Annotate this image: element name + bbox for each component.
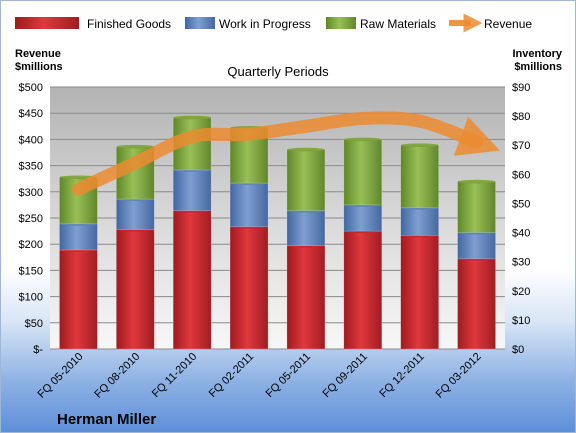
x-tick-label: FQ 12-2011 xyxy=(377,351,426,400)
revenue-line xyxy=(71,111,500,196)
left-tick-label: $50 xyxy=(25,318,43,330)
legend: Finished Goods Work in Progress Raw Mate… xyxy=(15,13,532,33)
legend-label-raw-materials: Raw Materials xyxy=(360,17,436,31)
right-tick-label: $30 xyxy=(512,257,530,269)
bar-work-in-progress-7 xyxy=(457,232,496,260)
bar-cap-raw-materials-1 xyxy=(116,144,155,149)
x-tick-label: FQ 05-2011 xyxy=(264,351,313,400)
right-tick-label: $50 xyxy=(512,198,530,210)
legend-swatch-work-in-progress xyxy=(185,17,215,29)
legend-swatch-finished-goods xyxy=(15,17,79,29)
left-tick-label: $300 xyxy=(19,187,43,199)
legend-item-raw-materials: Raw Materials xyxy=(326,17,436,31)
x-tick-label: FQ 08-2010 xyxy=(92,351,142,401)
left-axis-title-line2: $millions xyxy=(15,61,63,73)
left-tick-label: $400 xyxy=(19,134,43,146)
bar-raw-materials-6 xyxy=(400,144,439,209)
left-tick-label: $- xyxy=(33,344,43,356)
x-tick-label: FQ 05-2010 xyxy=(36,351,86,401)
bar-raw-materials-4 xyxy=(286,149,326,212)
left-tick-label: $100 xyxy=(19,292,43,304)
left-axis-ticks: $- $50 $100 $150 $200 $250 $300 $350 $400 $450 $50… xyxy=(19,82,44,356)
bar-finished-goods-6 xyxy=(400,235,439,350)
right-tick-label: $20 xyxy=(512,286,530,298)
bar-cap-raw-materials-5 xyxy=(343,137,382,142)
bar-cap-raw-materials-2 xyxy=(173,115,212,120)
left-tick-label: $350 xyxy=(19,161,43,173)
legend-label-finished-goods: Finished Goods xyxy=(87,17,171,31)
right-axis-title-line2: $millions xyxy=(514,61,562,73)
bar-work-in-progress-6 xyxy=(400,207,439,236)
x-tick-label: FQ 09-2011 xyxy=(321,351,370,400)
right-axis-title-line1: Inventory xyxy=(512,48,562,60)
legend-swatch-raw-materials xyxy=(326,17,356,29)
left-tick-label: $150 xyxy=(19,265,43,277)
x-axis-ticks: FQ 05-2010 FQ 08-2010 FQ 11-2010 FQ 02-2011… xyxy=(36,351,484,401)
bar-work-in-progress-1 xyxy=(116,198,155,230)
bar-raw-materials-5 xyxy=(343,139,383,206)
legend-item-finished-goods: Finished Goods xyxy=(15,17,171,31)
x-tick-label: FQ 02-2011 xyxy=(207,351,256,400)
bar-finished-goods-3 xyxy=(229,226,269,350)
bar-cap-raw-materials-7 xyxy=(457,179,496,184)
left-tick-label: $450 xyxy=(19,108,43,120)
bar-raw-materials-7 xyxy=(457,181,496,233)
bar-finished-goods-5 xyxy=(343,230,383,350)
right-tick-label: $90 xyxy=(512,82,530,94)
bars xyxy=(59,115,496,350)
bar-cap-raw-materials-4 xyxy=(286,147,325,152)
bar-finished-goods-2 xyxy=(172,210,212,350)
bar-work-in-progress-2 xyxy=(172,169,212,212)
right-tick-label: $0 xyxy=(512,344,524,356)
bar-finished-goods-4 xyxy=(286,245,326,350)
bar-cap-raw-materials-6 xyxy=(400,143,439,148)
right-tick-label: $60 xyxy=(512,169,530,181)
chart-title: Quarterly Periods xyxy=(227,64,329,79)
bar-work-in-progress-0 xyxy=(59,223,98,251)
left-axis-title-line1: Revenue xyxy=(15,48,61,60)
x-tick-label: FQ 11-2010 xyxy=(150,351,199,400)
left-tick-label: $250 xyxy=(19,213,43,225)
revenue-line-layer xyxy=(71,111,500,196)
bar-finished-goods-1 xyxy=(116,229,155,350)
legend-item-work-in-progress: Work in Progress xyxy=(185,17,311,31)
right-tick-label: $80 xyxy=(512,111,530,123)
company-name: Herman Miller xyxy=(57,411,156,428)
right-tick-label: $40 xyxy=(512,228,530,240)
bar-work-in-progress-5 xyxy=(343,204,383,232)
left-tick-label: $500 xyxy=(19,82,43,94)
bar-finished-goods-7 xyxy=(457,258,496,350)
right-tick-label: $10 xyxy=(512,315,530,327)
bar-finished-goods-0 xyxy=(59,249,98,350)
bar-work-in-progress-4 xyxy=(286,210,326,246)
legend-item-revenue: Revenue xyxy=(449,13,532,33)
right-axis-ticks: $0 $10 $20 $30 $40 $50 $60 $70 $80 $90 xyxy=(512,82,530,356)
legend-label-work-in-progress: Work in Progress xyxy=(219,17,311,31)
right-tick-label: $70 xyxy=(512,140,530,152)
left-tick-label: $200 xyxy=(19,239,43,251)
legend-label-revenue: Revenue xyxy=(484,17,532,31)
bar-work-in-progress-3 xyxy=(229,182,269,228)
x-tick-label: FQ 03-2012 xyxy=(434,351,484,401)
